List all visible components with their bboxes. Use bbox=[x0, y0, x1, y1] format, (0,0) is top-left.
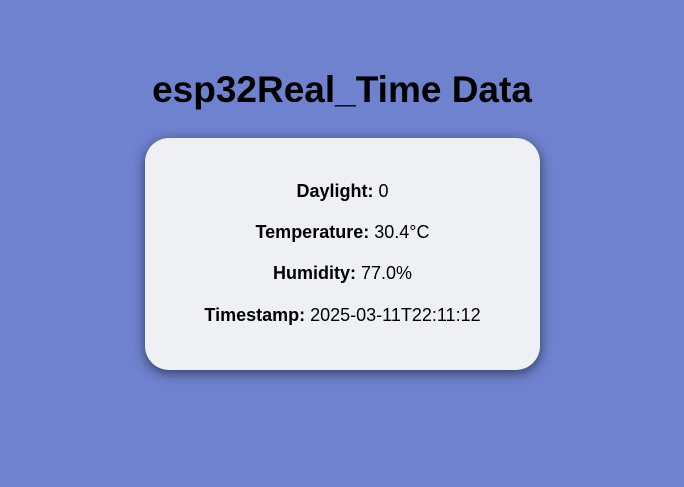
daylight-value: 0 bbox=[378, 181, 389, 201]
daylight-row: Daylight: 0 bbox=[145, 180, 540, 202]
data-card: Daylight: 0 Temperature: 30.4°C Humidity… bbox=[145, 138, 540, 370]
timestamp-row: Timestamp: 2025-03-11T22:11:12 bbox=[145, 304, 540, 326]
temperature-value: 30.4°C bbox=[374, 222, 430, 242]
daylight-label: Daylight: bbox=[296, 181, 374, 201]
timestamp-label: Timestamp: bbox=[204, 305, 306, 325]
humidity-row: Humidity: 77.0% bbox=[145, 262, 540, 284]
temperature-row: Temperature: 30.4°C bbox=[145, 221, 540, 243]
temperature-label: Temperature: bbox=[255, 222, 370, 242]
humidity-value: 77.0% bbox=[360, 263, 413, 283]
page-title: esp32Real_Time Data bbox=[152, 69, 532, 110]
humidity-label: Humidity: bbox=[272, 263, 356, 283]
timestamp-value: 2025-03-11T22:11:12 bbox=[310, 305, 481, 325]
